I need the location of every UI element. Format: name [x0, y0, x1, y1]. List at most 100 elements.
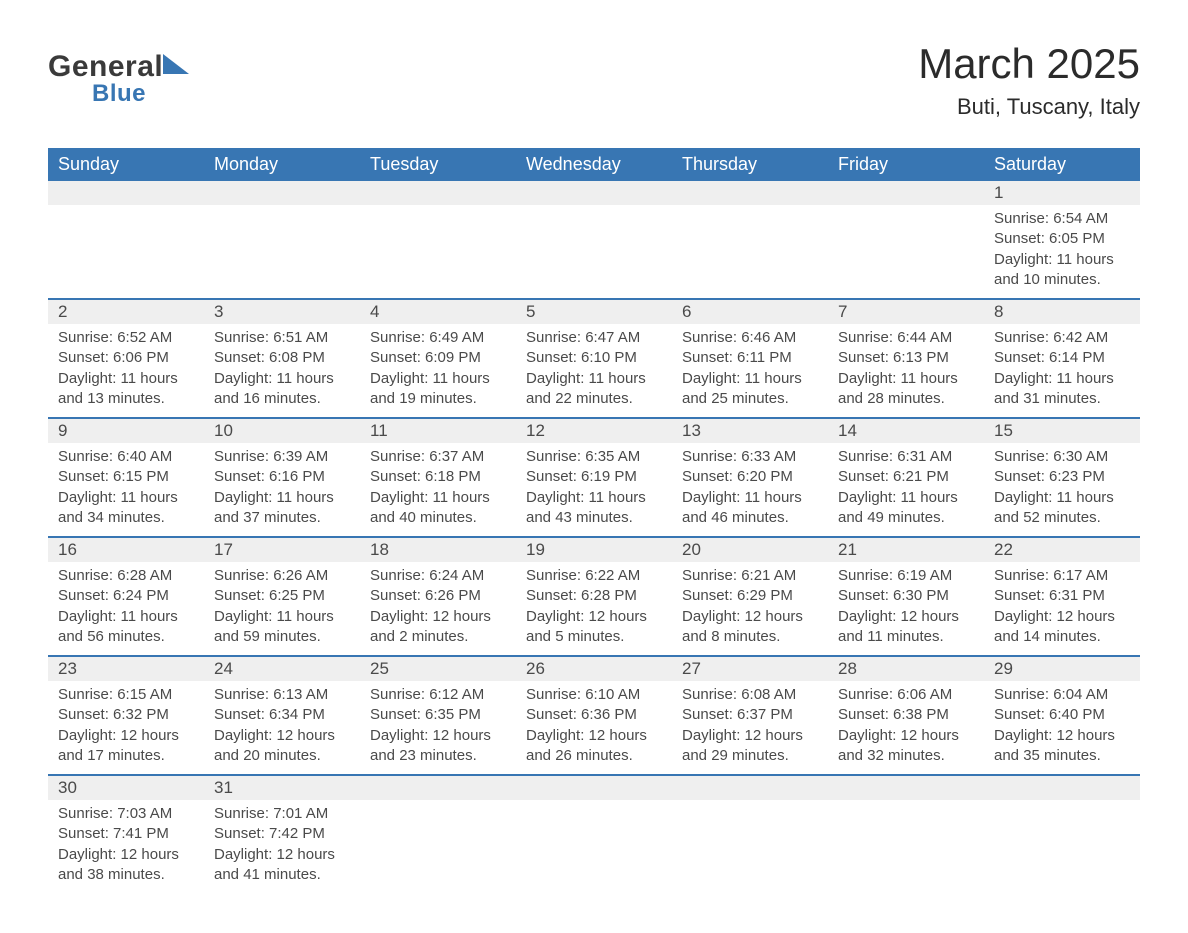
day-number: 11 — [360, 419, 516, 443]
daylight-text: Daylight: 12 hours and 35 minutes. — [994, 726, 1130, 767]
day-cell: 31Sunrise: 7:01 AMSunset: 7:42 PMDayligh… — [204, 775, 360, 893]
day-number — [828, 776, 984, 800]
day-number: 31 — [204, 776, 360, 800]
weekday-sunday: Sunday — [48, 148, 204, 181]
day-body — [828, 205, 984, 217]
day-body: Sunrise: 6:33 AMSunset: 6:20 PMDaylight:… — [672, 443, 828, 536]
sunset-text: Sunset: 6:40 PM — [994, 705, 1130, 725]
day-number: 18 — [360, 538, 516, 562]
day-body: Sunrise: 6:54 AMSunset: 6:05 PMDaylight:… — [984, 205, 1140, 298]
sunrise-text: Sunrise: 6:13 AM — [214, 685, 350, 705]
day-body: Sunrise: 6:28 AMSunset: 6:24 PMDaylight:… — [48, 562, 204, 655]
day-body: Sunrise: 6:47 AMSunset: 6:10 PMDaylight:… — [516, 324, 672, 417]
sunset-text: Sunset: 6:16 PM — [214, 467, 350, 487]
day-number: 17 — [204, 538, 360, 562]
day-number: 22 — [984, 538, 1140, 562]
day-number: 14 — [828, 419, 984, 443]
logo-text: General Blue — [48, 52, 163, 106]
day-cell — [48, 181, 204, 299]
sunrise-text: Sunrise: 6:06 AM — [838, 685, 974, 705]
day-body: Sunrise: 6:04 AMSunset: 6:40 PMDaylight:… — [984, 681, 1140, 774]
sunset-text: Sunset: 6:14 PM — [994, 348, 1130, 368]
sunset-text: Sunset: 6:38 PM — [838, 705, 974, 725]
day-body: Sunrise: 6:49 AMSunset: 6:09 PMDaylight:… — [360, 324, 516, 417]
daylight-text: Daylight: 11 hours and 37 minutes. — [214, 488, 350, 529]
sunrise-text: Sunrise: 7:01 AM — [214, 804, 350, 824]
day-number — [672, 181, 828, 205]
daylight-text: Daylight: 12 hours and 32 minutes. — [838, 726, 974, 767]
sunset-text: Sunset: 6:32 PM — [58, 705, 194, 725]
week-row: 30Sunrise: 7:03 AMSunset: 7:41 PMDayligh… — [48, 775, 1140, 893]
sunset-text: Sunset: 6:13 PM — [838, 348, 974, 368]
sunset-text: Sunset: 6:15 PM — [58, 467, 194, 487]
daylight-text: Daylight: 11 hours and 13 minutes. — [58, 369, 194, 410]
day-body — [984, 800, 1140, 812]
daylight-text: Daylight: 11 hours and 22 minutes. — [526, 369, 662, 410]
week-row: 2Sunrise: 6:52 AMSunset: 6:06 PMDaylight… — [48, 299, 1140, 418]
day-number: 15 — [984, 419, 1140, 443]
day-body: Sunrise: 6:19 AMSunset: 6:30 PMDaylight:… — [828, 562, 984, 655]
day-number: 27 — [672, 657, 828, 681]
location: Buti, Tuscany, Italy — [918, 94, 1140, 120]
sunrise-text: Sunrise: 6:24 AM — [370, 566, 506, 586]
sunrise-text: Sunrise: 6:12 AM — [370, 685, 506, 705]
day-number: 25 — [360, 657, 516, 681]
sunrise-text: Sunrise: 6:26 AM — [214, 566, 350, 586]
day-number: 16 — [48, 538, 204, 562]
day-cell: 16Sunrise: 6:28 AMSunset: 6:24 PMDayligh… — [48, 537, 204, 656]
day-cell: 12Sunrise: 6:35 AMSunset: 6:19 PMDayligh… — [516, 418, 672, 537]
sunrise-text: Sunrise: 6:15 AM — [58, 685, 194, 705]
day-number: 24 — [204, 657, 360, 681]
daylight-text: Daylight: 12 hours and 26 minutes. — [526, 726, 662, 767]
day-number: 13 — [672, 419, 828, 443]
sunset-text: Sunset: 6:34 PM — [214, 705, 350, 725]
sunset-text: Sunset: 6:18 PM — [370, 467, 506, 487]
day-cell — [672, 775, 828, 893]
sunset-text: Sunset: 6:36 PM — [526, 705, 662, 725]
day-body — [48, 205, 204, 217]
day-body: Sunrise: 6:42 AMSunset: 6:14 PMDaylight:… — [984, 324, 1140, 417]
calendar-table: Sunday Monday Tuesday Wednesday Thursday… — [48, 148, 1140, 893]
sunset-text: Sunset: 6:25 PM — [214, 586, 350, 606]
sunset-text: Sunset: 6:35 PM — [370, 705, 506, 725]
day-number: 26 — [516, 657, 672, 681]
day-cell: 14Sunrise: 6:31 AMSunset: 6:21 PMDayligh… — [828, 418, 984, 537]
sunset-text: Sunset: 6:10 PM — [526, 348, 662, 368]
sunset-text: Sunset: 6:09 PM — [370, 348, 506, 368]
sunrise-text: Sunrise: 6:04 AM — [994, 685, 1130, 705]
day-cell: 29Sunrise: 6:04 AMSunset: 6:40 PMDayligh… — [984, 656, 1140, 775]
day-number: 5 — [516, 300, 672, 324]
daylight-text: Daylight: 11 hours and 10 minutes. — [994, 250, 1130, 291]
day-body: Sunrise: 6:46 AMSunset: 6:11 PMDaylight:… — [672, 324, 828, 417]
sunset-text: Sunset: 6:26 PM — [370, 586, 506, 606]
day-number — [48, 181, 204, 205]
day-body: Sunrise: 6:17 AMSunset: 6:31 PMDaylight:… — [984, 562, 1140, 655]
day-cell: 2Sunrise: 6:52 AMSunset: 6:06 PMDaylight… — [48, 299, 204, 418]
day-cell: 10Sunrise: 6:39 AMSunset: 6:16 PMDayligh… — [204, 418, 360, 537]
daylight-text: Daylight: 12 hours and 41 minutes. — [214, 845, 350, 886]
day-cell: 8Sunrise: 6:42 AMSunset: 6:14 PMDaylight… — [984, 299, 1140, 418]
sunset-text: Sunset: 6:28 PM — [526, 586, 662, 606]
day-cell — [360, 775, 516, 893]
day-number — [828, 181, 984, 205]
day-cell: 18Sunrise: 6:24 AMSunset: 6:26 PMDayligh… — [360, 537, 516, 656]
day-number — [672, 776, 828, 800]
calendar-body: 1Sunrise: 6:54 AMSunset: 6:05 PMDaylight… — [48, 181, 1140, 893]
day-cell: 4Sunrise: 6:49 AMSunset: 6:09 PMDaylight… — [360, 299, 516, 418]
sunrise-text: Sunrise: 6:40 AM — [58, 447, 194, 467]
day-body: Sunrise: 6:21 AMSunset: 6:29 PMDaylight:… — [672, 562, 828, 655]
day-body: Sunrise: 6:15 AMSunset: 6:32 PMDaylight:… — [48, 681, 204, 774]
day-body — [828, 800, 984, 812]
daylight-text: Daylight: 12 hours and 5 minutes. — [526, 607, 662, 648]
sunset-text: Sunset: 6:20 PM — [682, 467, 818, 487]
day-body — [516, 800, 672, 812]
day-body: Sunrise: 6:10 AMSunset: 6:36 PMDaylight:… — [516, 681, 672, 774]
sunrise-text: Sunrise: 6:22 AM — [526, 566, 662, 586]
day-cell — [516, 775, 672, 893]
sunrise-text: Sunrise: 6:19 AM — [838, 566, 974, 586]
sunrise-text: Sunrise: 6:35 AM — [526, 447, 662, 467]
day-cell — [204, 181, 360, 299]
sunrise-text: Sunrise: 6:51 AM — [214, 328, 350, 348]
day-number — [984, 776, 1140, 800]
daylight-text: Daylight: 11 hours and 52 minutes. — [994, 488, 1130, 529]
